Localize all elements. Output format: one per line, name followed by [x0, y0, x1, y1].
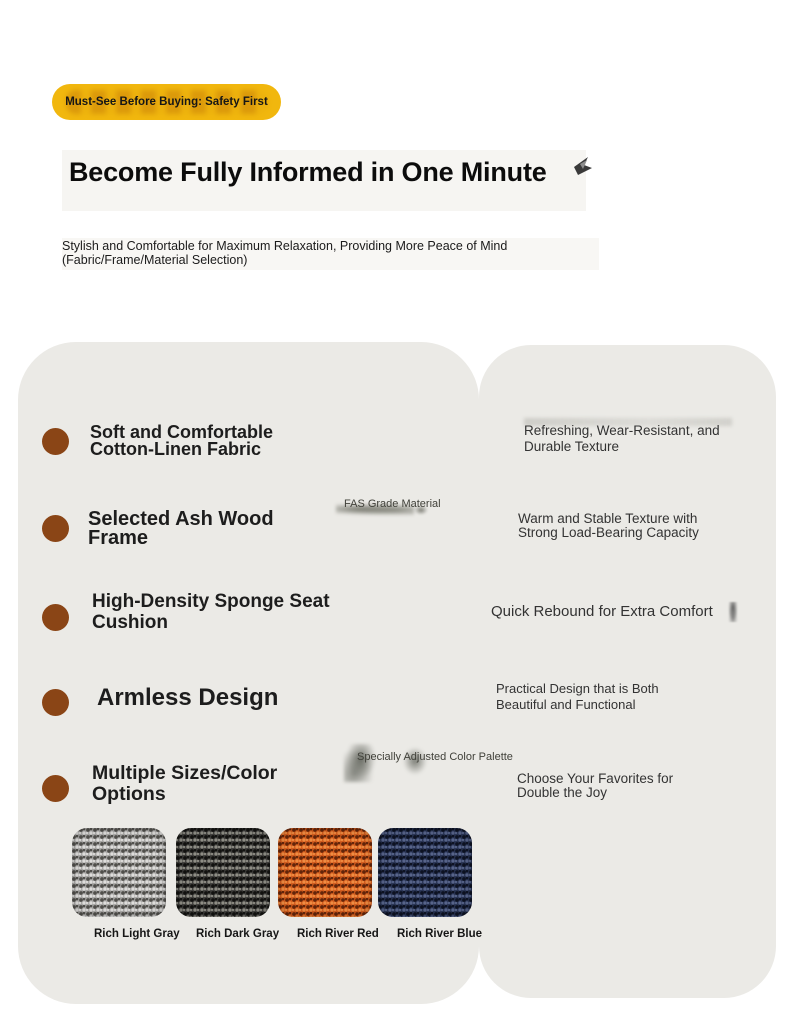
- swatch-label-river-red: Rich River Red: [297, 928, 379, 940]
- feature-description-fabric: Refreshing, Wear-Resistant, and Durable …: [524, 423, 720, 454]
- feature-bullet: [42, 428, 69, 455]
- fabric-swatch-river-blue: [378, 828, 472, 917]
- feature-bullet: [42, 604, 69, 631]
- feature-title-options: Multiple Sizes/Color Options: [92, 762, 278, 805]
- page-subtitle: Stylish and Comfortable for Maximum Rela…: [62, 238, 599, 270]
- feature-title-frame: Selected Ash Wood Frame: [88, 508, 274, 549]
- feature-note-palette: Specially Adjusted Color Palette: [357, 751, 513, 763]
- badge-label: Must-See Before Buying: Safety First: [65, 96, 268, 108]
- fabric-swatch-river-red: [278, 828, 372, 917]
- feature-bullet: [42, 689, 69, 716]
- feature-description-options: Choose Your Favorites for Double the Joy: [517, 771, 674, 800]
- page-title: Become Fully Informed in One Minute: [69, 157, 547, 187]
- feature-description-armless: Practical Design that is Both Beautiful …: [496, 681, 659, 712]
- safety-badge: Must-See Before Buying: Safety First: [52, 84, 281, 120]
- feature-description-cushion: Quick Rebound for Extra Comfort: [491, 603, 713, 620]
- feature-title-armless: Armless Design: [97, 684, 279, 711]
- feature-title-cushion: High-Density Sponge Seat Cushion: [92, 591, 330, 633]
- swatch-label-dark-gray: Rich Dark Gray: [196, 928, 280, 940]
- title-highlight-block: Become Fully Informed in One Minute: [62, 150, 586, 211]
- subtitle-line-1: Stylish and Comfortable for Maximum Rela…: [62, 239, 508, 253]
- feature-bullet: [42, 775, 69, 802]
- fabric-swatch-light-gray: [72, 828, 166, 917]
- swatch-label-river-blue: Rich River Blue: [397, 928, 482, 940]
- subtitle-line-2: (Fabric/Frame/Material Selection): [62, 252, 248, 267]
- feature-title-fabric: Soft and Comfortable Cotton-Linen Fabric: [90, 422, 273, 459]
- descriptions-panel: [479, 345, 776, 998]
- feature-note-material: FAS Grade Material: [344, 498, 441, 510]
- ghost-text-artifact: [66, 90, 267, 114]
- swatch-label-light-gray: Rich Light Gray: [94, 928, 180, 940]
- fabric-swatch-dark-gray: [176, 828, 270, 917]
- feature-description-frame: Warm and Stable Texture with Strong Load…: [518, 511, 699, 540]
- cursor-artifact-icon: [574, 157, 592, 175]
- feature-bullet: [42, 515, 69, 542]
